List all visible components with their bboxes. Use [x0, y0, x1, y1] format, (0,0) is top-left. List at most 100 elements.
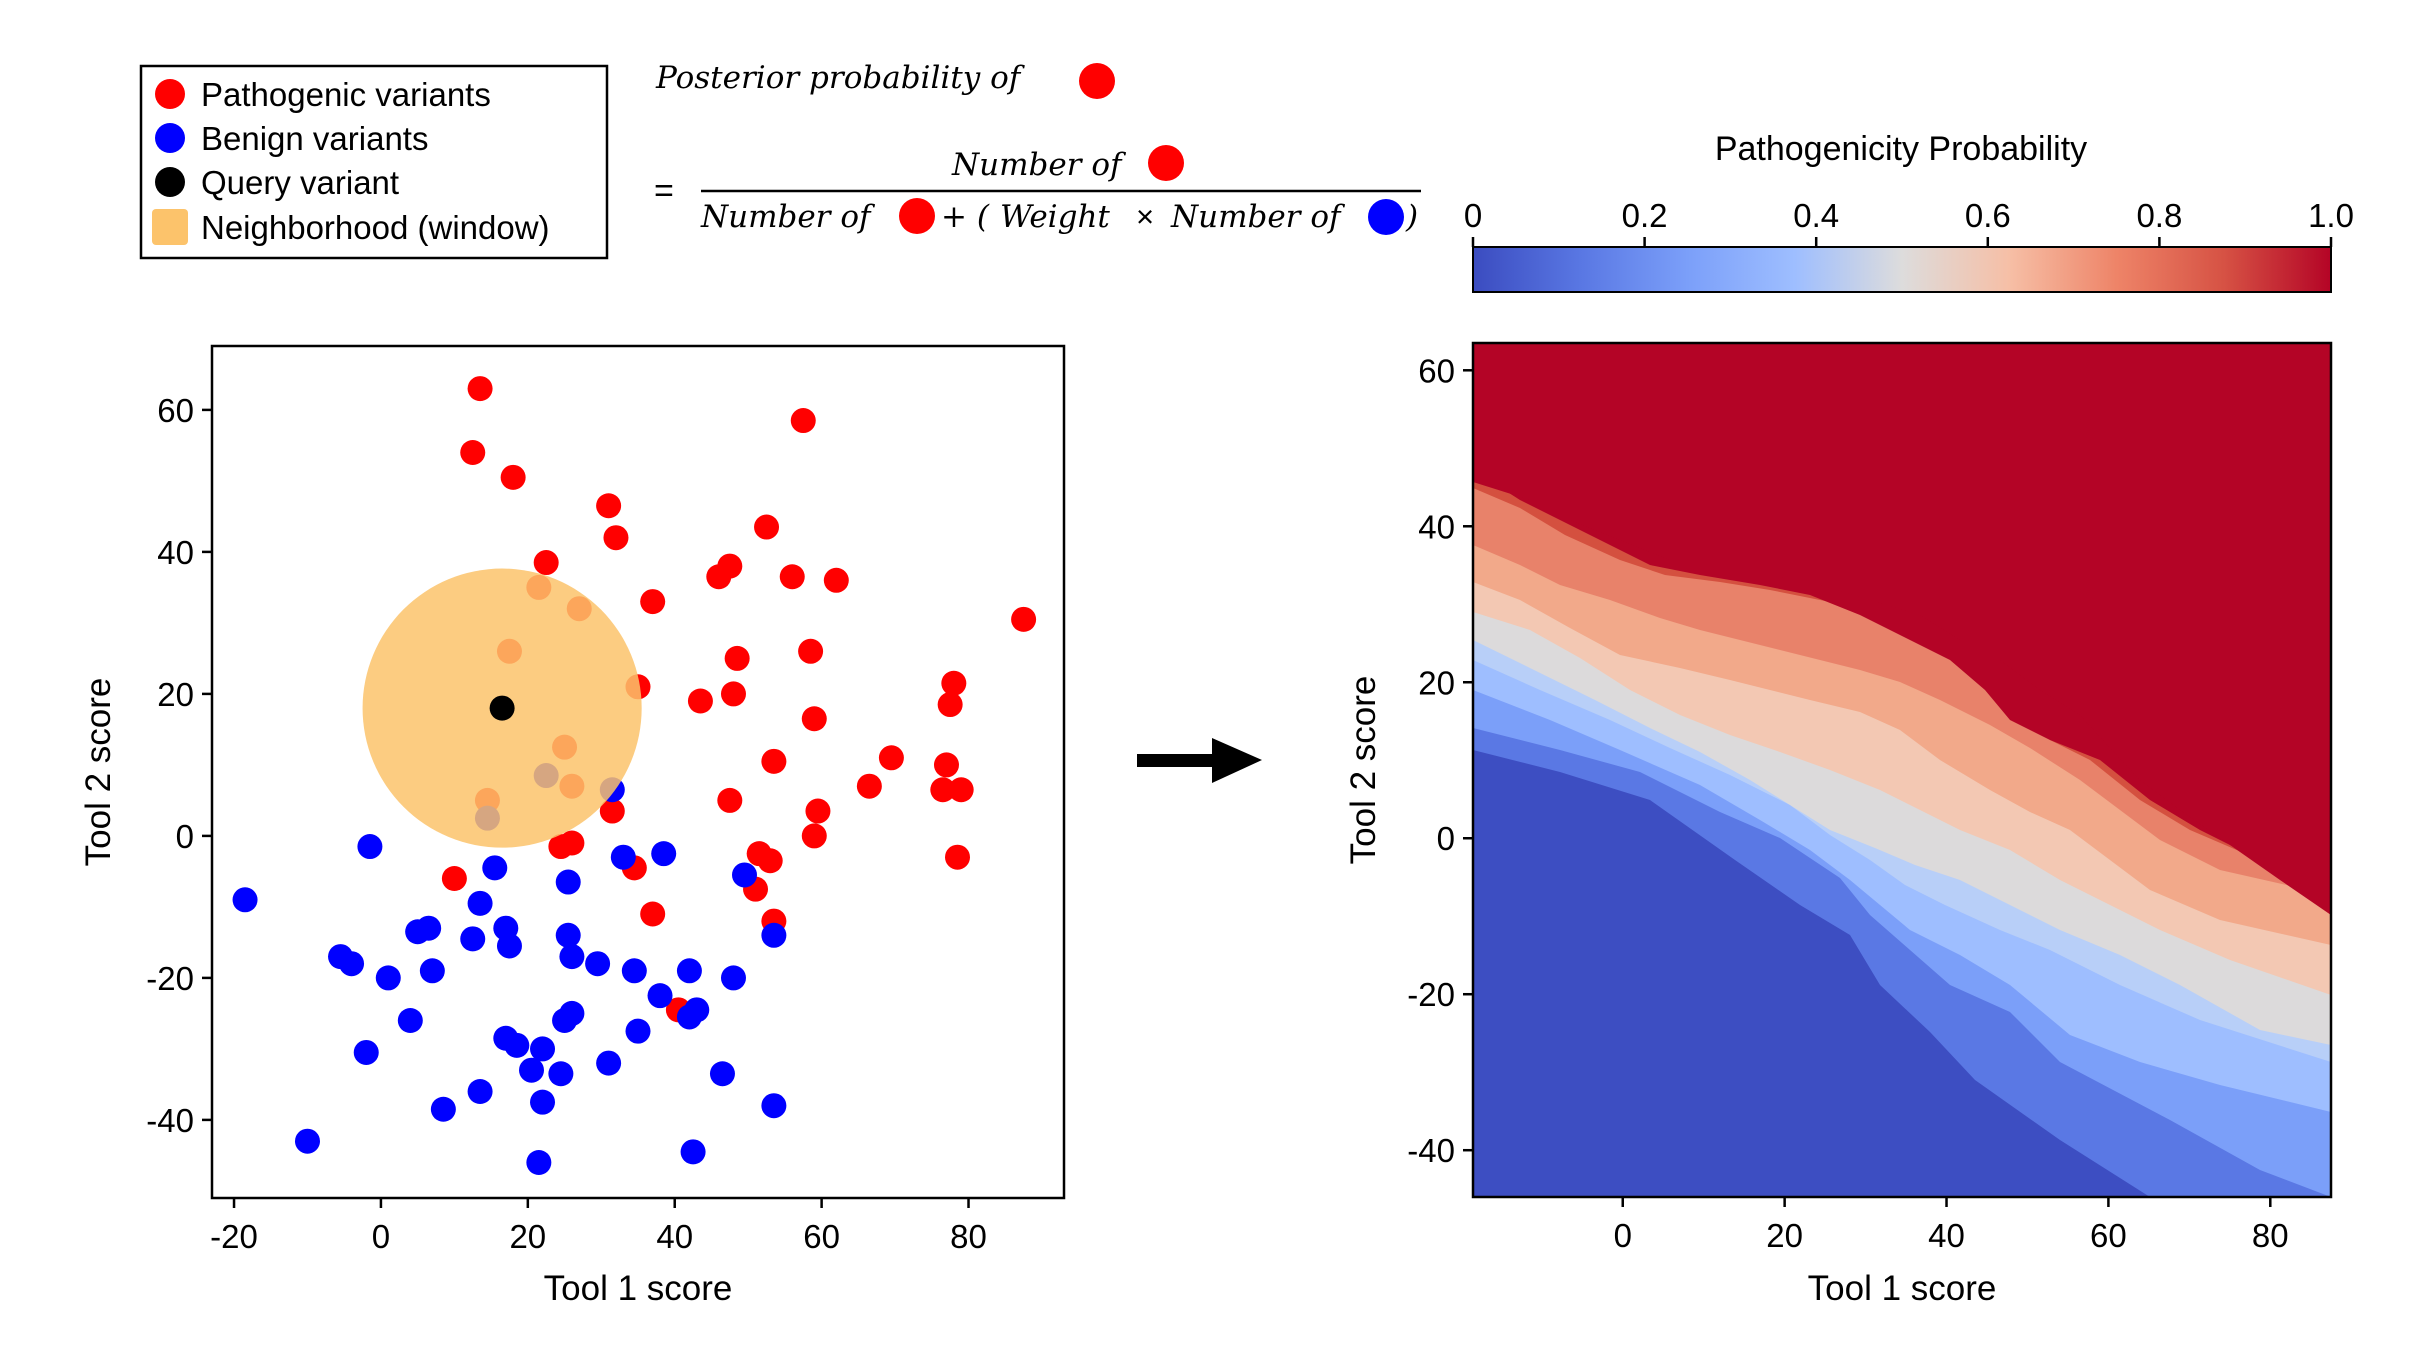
- pathogenic-point: [500, 464, 526, 490]
- legend-label-pathogenic: Pathogenic variants: [201, 76, 491, 113]
- scatter-ytick-label: 60: [157, 392, 194, 429]
- heatmap-frame: [1471, 341, 2333, 1199]
- pathogenic-point: [856, 773, 882, 799]
- scatter-xtick-label: 20: [509, 1218, 546, 1255]
- heatmap-ytick-label: -20: [1407, 976, 1455, 1013]
- heat-band-dark-red-fill: [1473, 343, 2331, 915]
- scatter-xtick-label: 60: [803, 1218, 840, 1255]
- scatter-xtick-label: 40: [656, 1218, 693, 1255]
- scatter-background: [212, 346, 1064, 1198]
- legend-frame: [139, 64, 609, 260]
- benign-point: [339, 951, 365, 977]
- pathogenic-point: [937, 692, 963, 718]
- benign-point: [430, 1096, 456, 1122]
- arrow-icon: [1137, 738, 1262, 783]
- heatmap-ytick-label: 60: [1418, 352, 1455, 389]
- benign-point: [720, 965, 746, 991]
- scatter-ytick-label: -20: [146, 960, 194, 997]
- benign-point: [496, 933, 522, 959]
- benign-point: [416, 915, 442, 941]
- benign-point: [519, 1057, 544, 1083]
- legend-marker-benign: [155, 123, 185, 153]
- formula-denominator-plus: + (: [941, 199, 990, 235]
- benign-point: [504, 1032, 530, 1058]
- benign-point: [709, 1061, 735, 1087]
- colorbar: Pathogenicity Probability 0 0.2 0.4 0.6 0.8 1…: [1464, 130, 2354, 293]
- pathogenic-point: [761, 748, 787, 774]
- benign-point: [419, 958, 445, 984]
- formula-denominator-red-dot-icon: [899, 198, 935, 234]
- benign-point: [530, 1089, 556, 1115]
- formula-denominator-a: Number of: [700, 199, 876, 235]
- pathogenic-point: [941, 670, 967, 696]
- benign-point: [732, 862, 757, 888]
- heatmap-ylabel: Tool 2 score: [1344, 676, 1383, 865]
- benign-point: [232, 887, 258, 913]
- pathogenic-point: [724, 645, 750, 671]
- colorbar-gradient: [1472, 246, 2332, 293]
- legend-marker-query: [155, 167, 185, 197]
- formula-lhs: Posterior probability of: [655, 60, 1026, 96]
- pathogenic-point: [801, 823, 827, 849]
- benign-point: [548, 1061, 574, 1087]
- colorbar-tick-label: 0: [1464, 197, 1482, 234]
- benign-point: [460, 926, 486, 952]
- pathogenic-point: [599, 798, 625, 824]
- pathogenic-point: [878, 745, 904, 771]
- pathogenic-point: [754, 514, 780, 540]
- pathogenic-point: [640, 901, 666, 927]
- pathogenic-point: [559, 830, 585, 856]
- pathogenic-point: [640, 589, 666, 615]
- legend-label-query: Query variant: [201, 164, 399, 201]
- benign-point: [647, 983, 673, 1009]
- formula-numerator: Number of: [951, 147, 1127, 183]
- formula-denominator-close: ): [1405, 199, 1418, 235]
- benign-point: [761, 922, 787, 948]
- heatmap-xlabel: Tool 1 score: [1808, 1269, 1997, 1308]
- benign-point: [357, 834, 383, 860]
- scatter-xtick-label: 0: [372, 1218, 390, 1255]
- benign-point: [676, 958, 702, 984]
- scatter-xlabel: Tool 1 score: [544, 1269, 733, 1308]
- colorbar-tick-label: 0.8: [2136, 197, 2182, 234]
- benign-point: [526, 1150, 552, 1175]
- pathogenic-point: [948, 777, 974, 803]
- benign-point: [625, 1018, 651, 1044]
- pathogenic-point: [533, 550, 559, 576]
- benign-point: [294, 1128, 320, 1154]
- heatmap-ytick-label: 40: [1418, 508, 1455, 545]
- colorbar-tick-label: 0.2: [1622, 197, 1668, 234]
- benign-point: [397, 1008, 423, 1033]
- colorbar-tick-label: 0.4: [1793, 197, 1839, 234]
- pathogenic-point: [933, 752, 959, 778]
- scatter-ylabel: Tool 2 score: [79, 678, 118, 867]
- legend-marker-pathogenic: [155, 79, 185, 109]
- scatter-xtick-label: -20: [210, 1218, 258, 1255]
- benign-point: [552, 1008, 578, 1033]
- scatter-ytick-label: -40: [146, 1102, 194, 1139]
- formula-numerator-red-dot-icon: [1148, 145, 1184, 181]
- colorbar-tick-label: 0.6: [1965, 197, 2011, 234]
- pathogenic-point: [467, 376, 493, 402]
- scatter-ytick-label: 40: [157, 534, 194, 571]
- pathogenic-point: [717, 787, 743, 813]
- colorbar-ticks: 0 0.2 0.4 0.6 0.8 1.0: [1464, 197, 2354, 247]
- formula-denominator-times: ×: [1136, 199, 1154, 234]
- pathogenic-point: [945, 844, 970, 870]
- pathogenic-point: [596, 493, 622, 519]
- pathogenic-point: [798, 638, 824, 664]
- scatter-ytick-label: 20: [157, 676, 194, 713]
- pathogenic-point: [1011, 606, 1037, 632]
- legend-label-neighborhood: Neighborhood (window): [201, 209, 550, 246]
- heatmap-ytick-label: 0: [1437, 820, 1455, 857]
- benign-point: [375, 965, 401, 991]
- formula: Posterior probability of = Number of Num…: [654, 60, 1421, 235]
- heatmap-xtick-label: 60: [2090, 1217, 2127, 1254]
- pathogenic-point: [717, 553, 743, 579]
- colorbar-title: Pathogenicity Probability: [1715, 130, 2087, 168]
- pathogenic-point: [805, 798, 831, 824]
- legend-label-benign: Benign variants: [201, 120, 428, 157]
- heatmap-xtick-label: 40: [1928, 1217, 1965, 1254]
- benign-point: [651, 841, 677, 867]
